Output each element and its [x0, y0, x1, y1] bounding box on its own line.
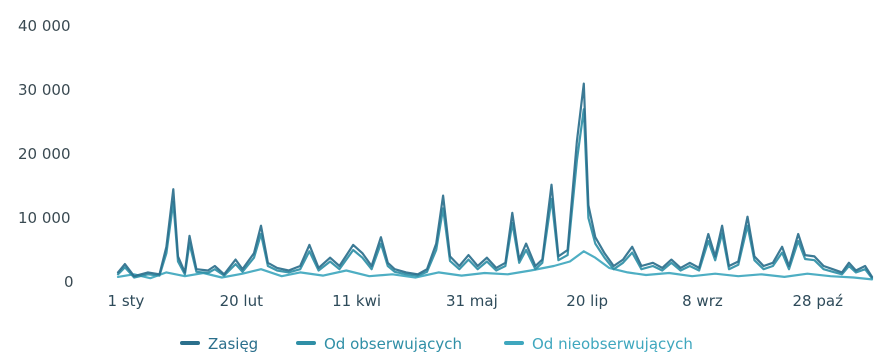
series-line-1	[116, 82, 874, 278]
y-tick-label: 0	[64, 273, 74, 291]
plot-area	[116, 82, 874, 281]
x-tick-label: 8 wrz	[682, 292, 723, 310]
legend-label: Od nieobserwujących	[532, 335, 693, 353]
y-tick-label: 10 000	[18, 209, 71, 227]
y-tick-label: 30 000	[18, 81, 71, 99]
y-tick-label: 20 000	[18, 145, 71, 163]
legend-label: Od obserwujących	[324, 335, 462, 353]
legend-item[interactable]: Zasięg	[180, 335, 258, 353]
y-axis: 0 10 000 20 000 30 000 40 000	[18, 17, 74, 291]
x-axis: 1 sty 20 lut 11 kwi 31 maj 20 lip 8 wrz 28 paź	[108, 292, 844, 310]
legend: Zasięg Od obserwujących Od nieobserwującyc…	[180, 335, 693, 353]
x-tick-label: 20 lip	[566, 292, 608, 310]
series-line-2	[116, 108, 874, 280]
legend-item[interactable]: Od obserwujących	[296, 335, 462, 353]
x-tick-label: 1 sty	[108, 292, 145, 310]
x-tick-label: 31 maj	[446, 292, 498, 310]
x-tick-label: 11 kwi	[332, 292, 381, 310]
legend-item[interactable]: Od nieobserwujących	[504, 335, 693, 353]
series-line-3	[116, 250, 874, 281]
x-tick-label: 28 paź	[793, 292, 844, 310]
y-tick-label: 40 000	[18, 17, 71, 35]
x-tick-label: 20 lut	[220, 292, 264, 310]
legend-label: Zasięg	[208, 335, 258, 353]
